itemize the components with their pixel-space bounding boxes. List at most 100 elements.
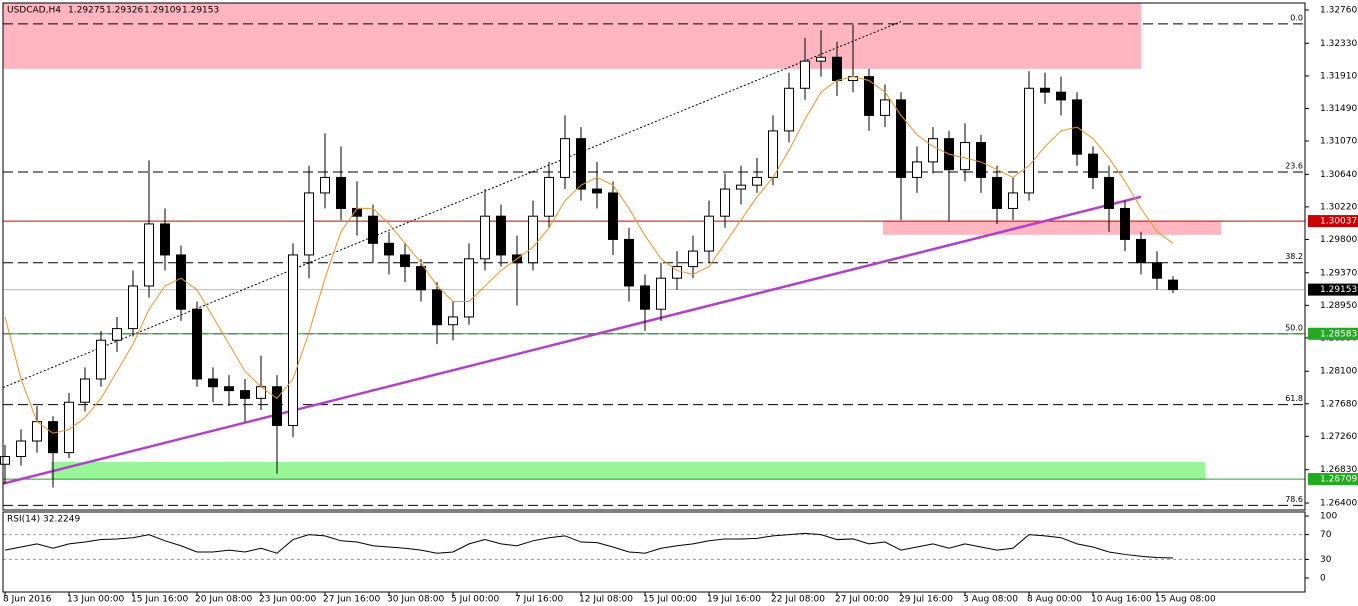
candle-body	[368, 215, 378, 244]
x-tick-label: 23 Jun 00:00	[259, 595, 316, 605]
candle-body	[816, 56, 826, 62]
y-tick-label: 1.29370	[1320, 268, 1357, 278]
candle-body	[0, 456, 10, 465]
price-tag-label: 1.28583	[1320, 329, 1357, 339]
rsi-label: RSI(14)	[7, 515, 40, 525]
candle-body	[528, 215, 538, 264]
candle-body	[752, 176, 762, 186]
y-tick-label: 1.26400	[1320, 499, 1357, 509]
candle-body	[384, 242, 394, 256]
x-tick-label: 20 Jun 08:00	[195, 595, 252, 605]
y-tick-label: 1.28950	[1320, 301, 1357, 311]
rsi-line	[4, 532, 1174, 559]
header-close: 1.29153	[182, 6, 219, 16]
y-tick-label: 1.27680	[1320, 399, 1357, 409]
candle-body	[656, 277, 666, 310]
fib-label: 0.0	[1290, 13, 1303, 22]
fib-label: 38.2	[1285, 252, 1303, 261]
y-tick-label: 1.26830	[1320, 465, 1357, 475]
rsi-tick-label: 0	[1320, 574, 1326, 584]
price-tag-label: 1.29153	[1320, 285, 1357, 295]
fib-label: 50.0	[1285, 323, 1303, 332]
candle-body	[688, 250, 698, 268]
candle-body	[704, 215, 714, 252]
rsi-tick-label: 30	[1320, 555, 1332, 565]
fib-label: 78.6	[1285, 495, 1303, 504]
candle-body	[224, 386, 234, 392]
y-tick-label: 1.31490	[1320, 104, 1357, 114]
x-tick-label: 8 Aug 00:00	[1027, 595, 1082, 605]
candle-body	[784, 87, 794, 132]
candle-body	[272, 386, 282, 426]
x-tick-label: 30 Jun 08:00	[387, 595, 444, 605]
trendline	[2, 21, 902, 388]
x-tick-label: 22 Jul 08:00	[771, 595, 825, 605]
symbol: USDCAD,H4	[7, 6, 61, 16]
rsi-frame	[2, 511, 1306, 593]
candle-body	[16, 440, 26, 458]
candle-body	[128, 285, 138, 330]
candle-body	[48, 421, 58, 454]
y-tick-label: 1.29800	[1320, 235, 1357, 245]
candle-body	[720, 188, 730, 217]
candle-body	[288, 254, 298, 426]
fib-label: 61.8	[1285, 394, 1303, 403]
x-tick-label: 29 Jul 16:00	[899, 595, 953, 605]
candle-body	[64, 401, 74, 454]
candle-body	[448, 316, 458, 326]
candle-body	[768, 130, 778, 178]
candle-body	[1104, 176, 1114, 209]
candle-body	[880, 99, 890, 116]
candle-body	[1136, 238, 1146, 264]
candle-body	[544, 176, 554, 217]
x-tick-label: 5 Jul 00:00	[451, 595, 500, 605]
header-open: 1.29275	[68, 6, 105, 16]
x-tick-label: 27 Jun 16:00	[323, 595, 380, 605]
header-low: 1.29109	[144, 6, 181, 16]
candle-body	[240, 390, 250, 399]
candle-body	[560, 138, 570, 178]
price-tag	[1308, 473, 1358, 486]
y-tick-label: 1.30220	[1320, 202, 1357, 212]
candle-body	[1152, 262, 1162, 279]
y-tick-label: 1.31070	[1320, 136, 1357, 146]
candle-body	[416, 266, 426, 291]
x-tick-label: 12 Jul 08:00	[579, 595, 633, 605]
zone	[51, 461, 1205, 480]
rsi-tick-label: 100	[1320, 512, 1337, 522]
candle-body	[176, 254, 186, 310]
price-tag-label: 1.26709	[1320, 475, 1357, 485]
x-tick-label: 10 Aug 16:00	[1091, 595, 1152, 605]
candle-body	[976, 142, 986, 178]
price-tag	[1308, 327, 1358, 340]
x-tick-label: 7 Jul 16:00	[515, 595, 564, 605]
zone	[3, 3, 1141, 69]
y-tick-label: 1.31910	[1320, 71, 1357, 81]
candle-body	[160, 223, 170, 256]
x-tick-label: 13 Jun 00:00	[67, 595, 124, 605]
candle-body	[112, 328, 122, 341]
candle-body	[144, 223, 154, 287]
candle-body	[1088, 153, 1098, 178]
candle-body	[608, 192, 618, 240]
candle-body	[80, 378, 90, 403]
candle-body	[992, 176, 1002, 209]
candle-body	[304, 192, 314, 256]
candle-body	[1056, 91, 1066, 101]
rsi-value: 32.2249	[43, 515, 80, 525]
candle-body	[640, 285, 650, 310]
price-tag	[1308, 283, 1358, 296]
y-tick-label: 1.27260	[1320, 432, 1357, 442]
candle-body	[1024, 87, 1034, 194]
x-tick-label: 3 Aug 08:00	[963, 595, 1018, 605]
price-tag-label: 1.30037	[1320, 217, 1357, 227]
candle-body	[832, 56, 842, 82]
moving-average	[4, 76, 1174, 434]
candle-body	[192, 308, 202, 380]
y-tick-label: 1.28100	[1320, 367, 1357, 377]
candle-body	[1120, 207, 1130, 240]
candle-body	[336, 176, 346, 209]
candle-body	[896, 99, 906, 178]
candle-body	[320, 176, 330, 194]
